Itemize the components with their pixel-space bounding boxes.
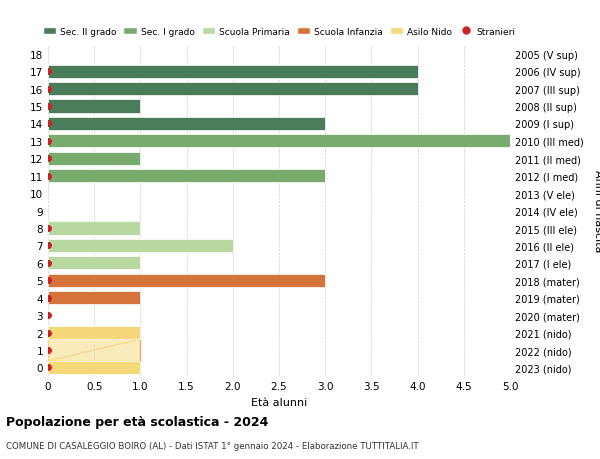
Text: COMUNE DI CASALEGGIO BOIRO (AL) - Dati ISTAT 1° gennaio 2024 - Elaborazione TUTT: COMUNE DI CASALEGGIO BOIRO (AL) - Dati I… (6, 441, 419, 450)
Polygon shape (48, 339, 140, 361)
Bar (48, 83, 418, 96)
Bar (48, 361, 140, 374)
Bar (48, 240, 233, 252)
Bar (48, 291, 140, 305)
Bar (48, 118, 325, 131)
Bar (48, 274, 325, 287)
Bar (48, 222, 140, 235)
Bar (48, 257, 140, 270)
Bar (48, 326, 140, 339)
Text: Popolazione per età scolastica - 2024: Popolazione per età scolastica - 2024 (6, 415, 268, 428)
X-axis label: Età alunni: Età alunni (251, 397, 307, 407)
Polygon shape (48, 339, 140, 361)
Bar (48, 100, 140, 113)
Bar (48, 66, 418, 78)
Bar (48, 152, 140, 166)
Legend: Sec. II grado, Sec. I grado, Scuola Primaria, Scuola Infanzia, Asilo Nido, Stran: Sec. II grado, Sec. I grado, Scuola Prim… (39, 24, 519, 40)
Bar (48, 170, 325, 183)
Y-axis label: Anni di nascita: Anni di nascita (593, 170, 600, 252)
Bar (48, 135, 510, 148)
